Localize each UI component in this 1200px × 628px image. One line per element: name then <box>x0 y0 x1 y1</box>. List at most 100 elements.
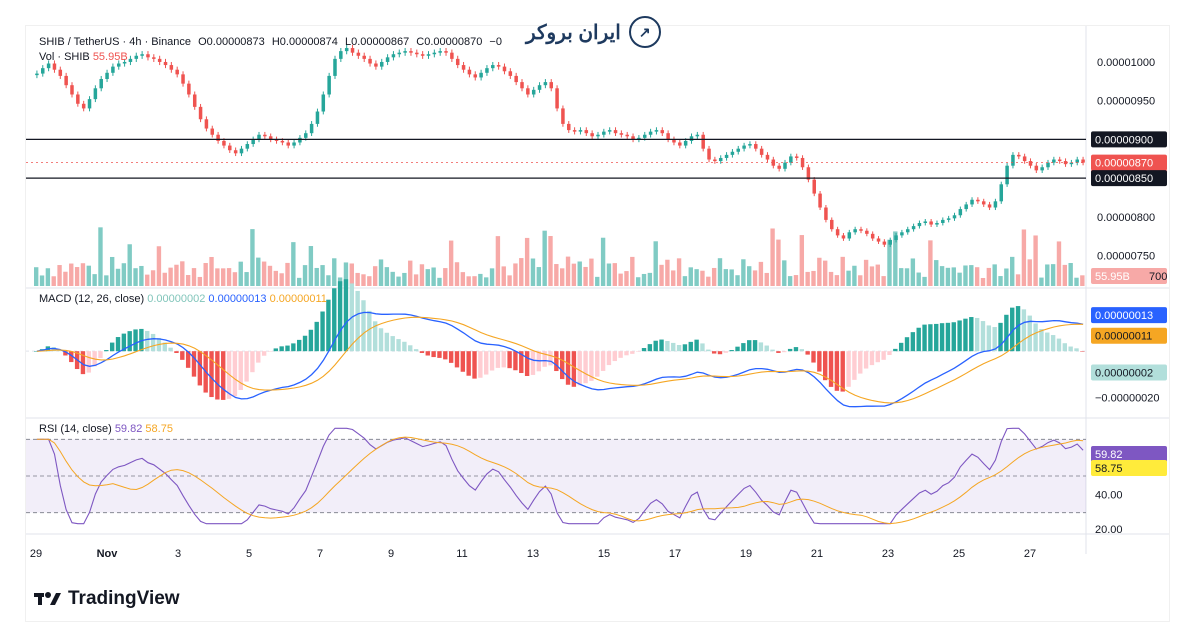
tradingview-logo-icon <box>34 592 61 605</box>
macd-histogram-bar <box>343 279 349 352</box>
volume-bar <box>454 262 460 286</box>
macd-histogram-bar <box>1062 343 1068 352</box>
volume-bar <box>185 275 191 286</box>
volume-bar <box>758 261 764 286</box>
candle-body <box>391 54 396 58</box>
candle-body <box>116 63 121 67</box>
candle-body <box>374 63 378 67</box>
price-tick-label: 0.00000800 <box>1097 212 1155 224</box>
candle-body <box>228 145 232 151</box>
volume-bar <box>238 261 243 286</box>
candle-body <box>41 68 45 74</box>
brand-watermark: ایران بروکر ↗ <box>526 16 661 48</box>
tradingview-logo-text: TradingView <box>68 588 180 609</box>
x-axis-label: 19 <box>740 548 752 560</box>
candle-body <box>660 130 665 134</box>
candle-body <box>146 54 150 58</box>
volume-bar <box>735 275 740 286</box>
candle-body <box>1063 161 1068 165</box>
candle-body <box>841 235 846 239</box>
rsi-axis-tick-40: 40.00 <box>1095 489 1123 501</box>
volume-bar <box>343 262 349 286</box>
macd-histogram-bar <box>109 342 115 352</box>
volume-bar <box>308 246 314 286</box>
volume-bar <box>811 270 816 286</box>
volume-bar <box>443 268 448 286</box>
level-high-tag: 0.00000900 <box>1095 134 1153 146</box>
macd-histogram-bar <box>402 341 407 352</box>
candle-body <box>847 232 852 239</box>
tradingview-logo[interactable]: TradingView <box>34 588 180 610</box>
candle-body <box>134 55 139 59</box>
candle-body <box>701 134 705 149</box>
volume-bar <box>589 258 594 286</box>
rsi-label[interactable]: RSI (14, close) <box>39 423 112 435</box>
macd-histogram-bar <box>782 351 787 353</box>
volume-bar <box>1062 264 1068 286</box>
candle-body <box>987 204 992 208</box>
rsi-value-tag: 59.82 <box>1095 449 1123 461</box>
volume-bar <box>747 266 752 286</box>
candle-body <box>882 241 887 245</box>
macd-histogram-bar <box>466 351 471 376</box>
volume-bar <box>226 268 232 286</box>
volume-bar <box>501 266 506 286</box>
candle-body <box>111 66 115 73</box>
candle-body <box>251 139 255 145</box>
volume-bar <box>145 274 150 286</box>
macd-histogram-bar <box>1074 348 1079 352</box>
volume-bar <box>893 231 898 286</box>
volume-bar <box>361 274 366 286</box>
macd-histogram-bar <box>180 351 185 360</box>
macd-histogram-bar <box>898 342 904 352</box>
chart-frame: 0.00001000 0.00000950 0.00000800 0.00000750… <box>25 25 1170 622</box>
macd-histogram-bar <box>951 322 956 352</box>
candle-body <box>672 139 676 143</box>
x-axis-label: 3 <box>175 548 181 560</box>
volume-bar <box>191 268 197 286</box>
candle-body <box>1081 159 1085 163</box>
macd-histogram-bar <box>881 351 886 360</box>
volume-bar <box>542 230 547 286</box>
volume-bar <box>881 276 886 286</box>
candle-body <box>952 215 957 219</box>
volume-bar <box>887 239 892 286</box>
volume-bar <box>127 244 132 286</box>
volume-bar <box>945 267 951 286</box>
volume-bar <box>1050 264 1056 286</box>
candle-body <box>87 99 92 109</box>
macd-line <box>36 311 1084 408</box>
volume-bar <box>408 260 413 286</box>
macd-histogram-bar <box>425 351 430 356</box>
volume-bar <box>653 241 658 286</box>
candle-body <box>304 133 308 138</box>
candle-body <box>298 137 302 143</box>
volume-bar <box>863 259 869 286</box>
macd-histogram-bar <box>659 339 664 352</box>
candle-body <box>379 61 384 67</box>
volume-bar <box>332 258 337 286</box>
chart-canvas[interactable]: 0.00001000 0.00000950 0.00000800 0.00000750… <box>26 26 1169 621</box>
volume-bar <box>904 268 910 286</box>
macd-hist-tag: 0.00000002 <box>1095 368 1153 380</box>
volume-bar <box>682 276 688 286</box>
volume-bar <box>413 274 419 286</box>
rsi-ma-tag: 58.75 <box>1095 463 1123 475</box>
volume-bar <box>846 270 851 286</box>
candle-body <box>1069 162 1074 165</box>
macd-histogram-bar <box>647 344 653 352</box>
volume-label[interactable]: Vol · SHIB <box>39 51 90 63</box>
volume-bar <box>244 272 249 286</box>
macd-label[interactable]: MACD (12, 26, close) <box>39 293 145 305</box>
macd-histogram-bar <box>507 351 512 369</box>
macd-histogram-bar <box>793 347 799 352</box>
macd-histogram-bar <box>893 348 898 352</box>
ohlc-legend: SHIB / TetherUS · 4h · Binance O0.000008… <box>39 36 506 48</box>
macd-histogram-bar <box>671 342 676 352</box>
symbol-label[interactable]: SHIB / TetherUS · 4h · Binance <box>39 36 192 48</box>
macd-histogram-bar <box>431 351 436 358</box>
macd-signal-tag-bg <box>1091 327 1167 344</box>
macd-histogram-bar <box>787 348 793 352</box>
macd-histogram-bar <box>799 349 805 352</box>
candle-body <box>736 148 741 152</box>
